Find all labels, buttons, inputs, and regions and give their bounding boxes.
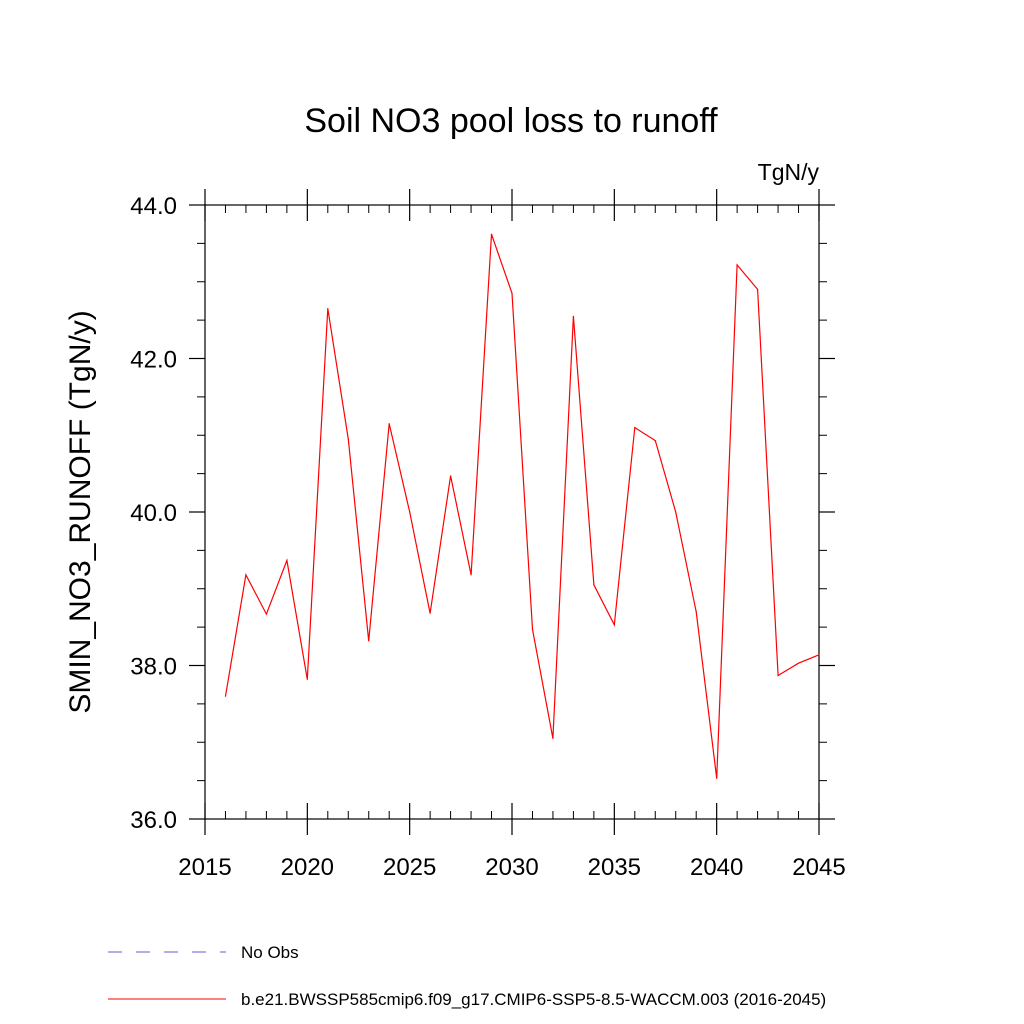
data-point	[675, 511, 677, 513]
data-point	[531, 628, 534, 631]
data-point	[245, 574, 247, 576]
y-tick-label: 38.0	[130, 654, 177, 681]
data-point	[450, 475, 452, 477]
data-point	[368, 640, 370, 642]
data-point	[736, 264, 738, 266]
data-point	[429, 612, 431, 614]
legend: No Obs b.e21.BWSSP585cmip6.f09_g17.CMIP6-…	[108, 943, 826, 1009]
y-axis-label: SMIN_NO3_RUNOFF (TgN/y)	[64, 310, 97, 713]
x-tick-label: 2045	[792, 854, 845, 881]
data-point	[327, 308, 329, 310]
data-point	[511, 292, 513, 294]
data-point	[797, 662, 800, 664]
legend-label: b.e21.BWSSP585cmip6.f09_g17.CMIP6-SSP5-8…	[241, 990, 826, 1009]
data-point	[265, 613, 267, 615]
data-point	[552, 737, 554, 740]
data-point	[306, 678, 308, 680]
chart-title: Soil NO3 pool loss to runoff	[304, 102, 718, 140]
y-tick-label: 42.0	[130, 347, 177, 374]
data-point	[757, 288, 759, 291]
data-point	[654, 440, 656, 442]
series-lines	[224, 233, 820, 779]
data-point	[593, 584, 595, 586]
data-point	[613, 624, 615, 626]
axis-ticks: 2015 2020 2025 2030 2035 2040 2045 36.0 38.0 40.0…	[130, 189, 846, 881]
data-point	[777, 674, 779, 677]
data-point	[409, 511, 411, 513]
data-point	[347, 438, 349, 440]
legend-label: No Obs	[241, 943, 299, 962]
x-tick-label: 2015	[178, 854, 231, 881]
data-point	[388, 423, 390, 425]
x-tick-label: 2035	[588, 854, 641, 881]
data-point	[224, 695, 227, 697]
data-point	[716, 777, 718, 779]
data-point	[286, 559, 288, 561]
y-tick-label: 44.0	[130, 193, 177, 220]
x-tick-label: 2025	[383, 854, 436, 881]
data-point	[470, 574, 472, 576]
data-point	[490, 233, 493, 235]
data-point	[572, 315, 575, 317]
x-tick-label: 2030	[485, 854, 538, 881]
data-point	[818, 654, 820, 656]
y-tick-label: 36.0	[130, 807, 177, 834]
units-label: TgN/y	[758, 159, 820, 185]
data-point	[695, 611, 697, 613]
y-tick-label: 40.0	[130, 500, 177, 527]
data-point	[634, 426, 636, 429]
x-tick-label: 2040	[690, 854, 743, 881]
x-tick-label: 2020	[281, 854, 334, 881]
series-line	[224, 234, 820, 779]
